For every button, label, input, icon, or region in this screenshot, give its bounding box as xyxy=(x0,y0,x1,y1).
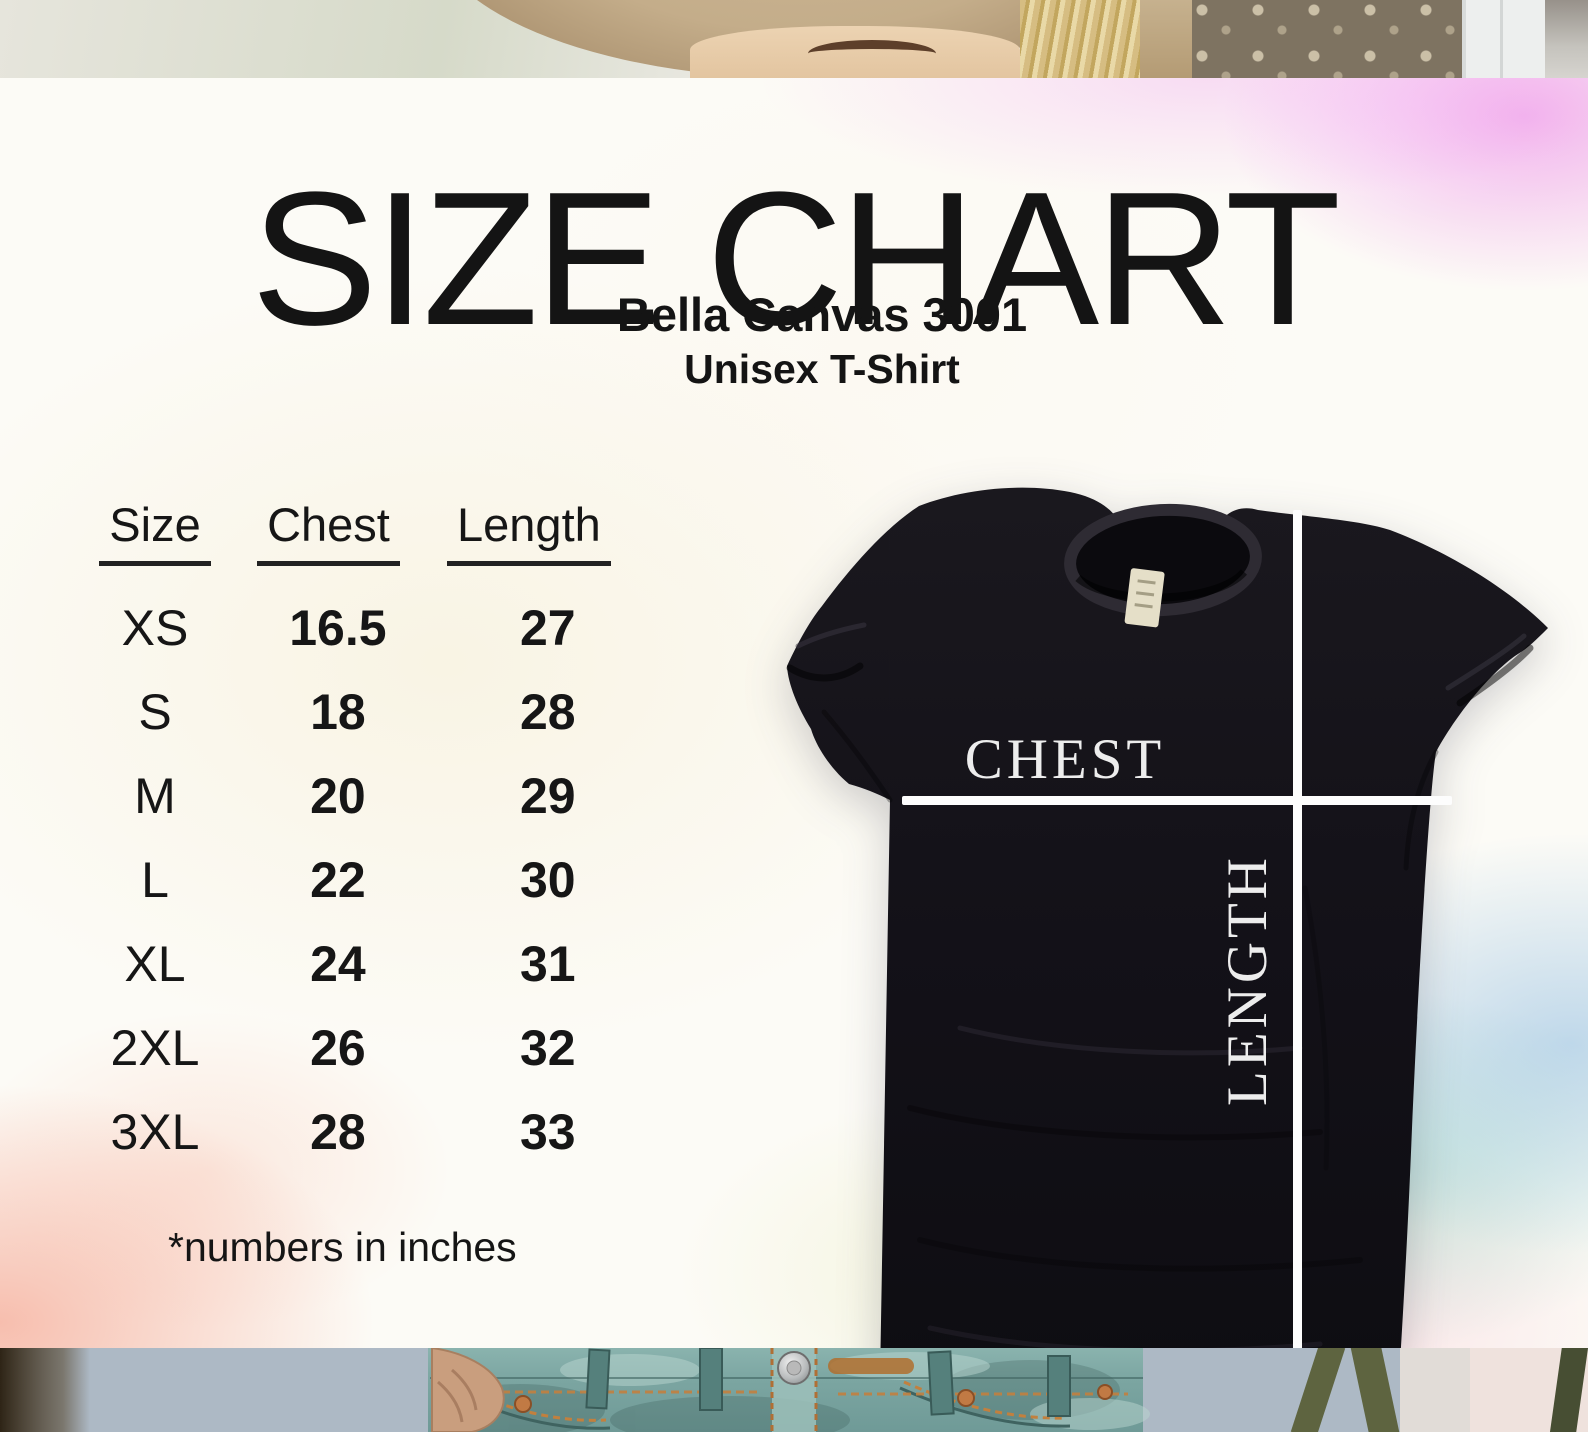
door-frame-photo xyxy=(1462,0,1549,78)
background-photo-top xyxy=(0,0,1588,78)
jeans-photo xyxy=(0,1348,1588,1432)
cell-length: 33 xyxy=(520,1104,576,1160)
cell-size: S xyxy=(138,684,172,740)
table-row: XS 16.5 27 xyxy=(85,586,643,670)
cell-length: 31 xyxy=(520,936,576,992)
cell-size: XS xyxy=(121,600,189,656)
cell-chest: 28 xyxy=(310,1104,366,1160)
column-header-size: Size xyxy=(99,497,211,566)
tshirt-measurement-diagram: CHEST LENGTH xyxy=(786,487,1548,1388)
product-name: Bella Canvas 3001 xyxy=(616,288,1028,341)
page-title: SIZE CHART xyxy=(250,153,1341,365)
rivets xyxy=(514,1384,1113,1413)
belt-loops xyxy=(585,1348,1071,1417)
buttonhole-patch xyxy=(828,1358,914,1374)
length-measurement-line xyxy=(1293,510,1302,1380)
cell-chest: 26 xyxy=(310,1020,366,1076)
cell-chest: 18 xyxy=(310,684,366,740)
chest-measurement-line xyxy=(902,796,1452,805)
cell-chest: 24 xyxy=(310,936,366,992)
cell-length: 28 xyxy=(520,684,576,740)
table-row: S 18 28 xyxy=(85,670,643,754)
cell-size: 2XL xyxy=(110,1020,200,1076)
cell-size: 3XL xyxy=(110,1104,200,1160)
product-type: Unisex T-Shirt xyxy=(684,346,960,392)
size-table: Size Chest Length XS 16.5 27 S 18 28 M 2… xyxy=(85,497,643,1174)
textured-wall-photo xyxy=(1192,0,1462,78)
column-header-length: Length xyxy=(447,497,611,566)
table-header-row: Size Chest Length xyxy=(85,497,643,586)
cell-chest: 20 xyxy=(310,768,366,824)
plant-stems xyxy=(1290,1348,1588,1432)
model-eyebrow xyxy=(808,40,936,67)
tshirt-silhouette xyxy=(787,487,1548,1388)
jeans-closeup xyxy=(428,1348,1150,1432)
column-header-chest: Chest xyxy=(257,497,400,566)
chest-label: CHEST xyxy=(965,728,1166,791)
cell-length: 27 xyxy=(520,600,576,656)
table-row: 2XL 26 32 xyxy=(85,1006,643,1090)
length-label: LENGTH xyxy=(1216,854,1279,1106)
table-row: M 20 29 xyxy=(85,754,643,838)
cell-size: M xyxy=(134,768,176,824)
bottom-left-shadow xyxy=(0,1348,90,1432)
table-row: 3XL 28 33 xyxy=(85,1090,643,1174)
size-chart-card: SIZE CHART Bella Canvas 3001 Unisex T-Sh… xyxy=(0,78,1588,1388)
table-row: L 22 30 xyxy=(85,838,643,922)
units-footnote: *numbers in inches xyxy=(168,1224,517,1270)
cell-length: 29 xyxy=(520,768,576,824)
model-hair xyxy=(1020,0,1140,78)
cell-length: 32 xyxy=(520,1020,576,1076)
table-row: XL 24 31 xyxy=(85,922,643,1006)
door-frame-seam xyxy=(1500,0,1503,78)
hat-brim-edge xyxy=(1140,0,1192,78)
neck-tag xyxy=(1124,568,1165,628)
tshirt-collar xyxy=(1064,503,1262,617)
background-photo-bottom xyxy=(0,1348,1588,1432)
cell-length: 30 xyxy=(520,852,576,908)
cell-chest: 16.5 xyxy=(289,600,387,656)
photo-corner-shadow xyxy=(1545,0,1588,78)
collar-inner-shadow xyxy=(1075,569,1248,602)
cell-size: XL xyxy=(124,936,186,992)
cell-chest: 22 xyxy=(310,852,366,908)
cell-size: L xyxy=(141,852,169,908)
